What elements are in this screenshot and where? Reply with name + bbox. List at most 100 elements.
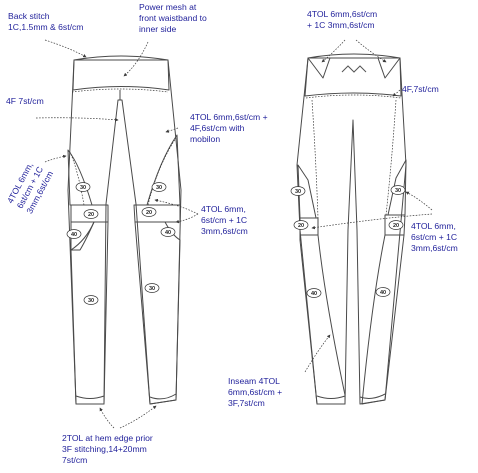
front-mesh-band-right [133, 204, 181, 223]
annotation-4f-front: 4F 7st/cm [6, 96, 44, 106]
front-panel-stitch-right [147, 137, 177, 206]
leader-back-knee-a [405, 191, 433, 211]
annotation-line: mobilon [190, 134, 220, 144]
annotation-line: + 1C 3mm,6st/cm [307, 20, 375, 30]
annotation-line: 1C,1.5mm & 6st/cm [8, 22, 83, 32]
front-badge-30-lower-right [144, 283, 160, 293]
leader-knee-front-b [154, 198, 199, 215]
front-yellow-lower-right [134, 221, 181, 405]
annotation-line: Back stitch [8, 11, 50, 21]
front-badge-20-right-label: 20 [146, 210, 152, 216]
back-legging-body [296, 57, 407, 405]
back-seam-right [385, 99, 397, 216]
back-badge-20-left [293, 220, 309, 230]
front-waist-stitch [71, 88, 169, 93]
back-badge-40-right-label: 40 [380, 290, 386, 296]
back-yoke-left [307, 57, 331, 79]
front-waistband [72, 55, 170, 91]
back-badge-30-right-label: 30 [395, 188, 401, 194]
annotation-line: 4TOL 6mm,6st/cm [307, 9, 377, 19]
front-badge-30-lower-left [83, 295, 99, 305]
annotation-knee-4tol-front: 4TOL 6mm, 6st/cm + 1C 3mm,6st/cm [201, 204, 248, 236]
annotation-side-4tol: 4TOL 6mm,6st/cm + 1C3mm,6st/cm [5, 159, 55, 215]
back-badge-40-right [375, 287, 391, 297]
back-yoke-right [377, 57, 401, 79]
back-yellow-panel-left [297, 164, 317, 219]
leader-mobilon [165, 127, 179, 133]
front-badge-30-right [151, 182, 167, 192]
leader-side-4tol [44, 154, 67, 163]
back-badge-20-left-label: 20 [298, 223, 304, 229]
brand-logo-icon [341, 65, 367, 73]
annotation-line: 3mm,6st/cm [201, 226, 248, 236]
annotation-line: Inseam 4TOL [228, 376, 280, 386]
annotation-line: front waistband to [139, 13, 207, 23]
front-badge-40-right-label: 40 [165, 230, 171, 236]
leader-4f [35, 117, 119, 122]
front-panel-stitch-left [69, 151, 85, 206]
leader-back-stitch [44, 39, 87, 58]
front-badge-30-left-label: 30 [80, 185, 86, 191]
leader-knee-front-a [175, 213, 199, 224]
leader-power-mesh [123, 41, 149, 77]
annotation-line: Power mesh at [139, 2, 197, 12]
back-badge-20-right [388, 220, 404, 230]
annotation-line: 6st/cm + 1C [411, 232, 457, 242]
back-view-leggings [296, 53, 407, 405]
leader-back-waist-b [355, 39, 387, 63]
leader-back-waist-a [321, 39, 346, 63]
annotation-line: 6mm,6st/cm + [228, 387, 282, 397]
annotation-line: 3F,7st/cm [228, 398, 265, 408]
back-badge-30-left-label: 30 [295, 189, 301, 195]
annotation-hem: 2TOL at hem edge prior 3F stitching,14+20… [62, 433, 153, 465]
back-hem-right [359, 393, 386, 399]
leader-inseam [304, 334, 331, 373]
back-badges: 30 30 20 20 40 40 [290, 185, 406, 298]
back-badge-30-left [290, 186, 306, 196]
annotation-line: 4TOL 6mm, [201, 204, 246, 214]
front-badge-30-lower-right-label: 30 [149, 286, 155, 292]
back-seam-left [311, 99, 319, 219]
annotation-line: 4TOL 6mm,6st/cm + [190, 112, 268, 122]
back-badge-30-right [390, 185, 406, 195]
front-view-leggings [67, 55, 182, 405]
back-sage-panel-left [299, 234, 346, 405]
front-badge-40-right [160, 227, 176, 237]
leader-back-4f [392, 87, 403, 97]
leader-lines [35, 39, 433, 429]
front-badge-40-left-label: 40 [71, 232, 77, 238]
annotation-line: 3mm,6st/cm [411, 243, 458, 253]
annotation-line: 4F,6st/cm with [190, 123, 245, 133]
annotation-line: 6st/cm + 1C [201, 215, 247, 225]
front-badge-20-left-label: 20 [88, 212, 94, 218]
back-badge-40-left [306, 288, 322, 298]
front-badge-40-left [66, 229, 82, 239]
annotation-line: 4TOL 6mm, [411, 221, 456, 231]
front-badge-30-lower-left-label: 30 [88, 298, 94, 304]
annotation-inseam: Inseam 4TOL 6mm,6st/cm +3F,7st/cm [228, 376, 282, 408]
front-yellow-panel-right-upper [146, 134, 181, 206]
front-badge-30-right-label: 30 [156, 185, 162, 191]
back-hem-left [316, 395, 346, 399]
back-yellow-panel-right [387, 159, 407, 216]
leader-hem-b [119, 405, 157, 429]
front-badges: 30 30 20 20 40 40 30 30 [66, 182, 176, 305]
annotation-power-mesh: Power mesh at front waistband to inner sid… [139, 2, 207, 34]
front-badge-30-left [75, 182, 91, 192]
annotation-knee-4tol-back: 4TOL 6mm, 6st/cm + 1C 3mm,6st/cm [411, 221, 458, 253]
annotation-4tol-mobilon: 4TOL 6mm,6st/cm +4F,6st/cm with mobilon [190, 112, 268, 144]
annotation-line: 3F stitching,14+20mm [62, 444, 147, 454]
back-waistband [304, 53, 402, 97]
back-badge-40-left-label: 40 [311, 291, 317, 297]
leader-hem-a [99, 407, 115, 429]
back-badge-20-right-label: 20 [393, 223, 399, 229]
annotation-4f-back: 4F,7st/cm [402, 84, 439, 94]
front-hem-right [149, 393, 177, 400]
front-badge-20-left [83, 209, 99, 219]
front-badge-20-right [141, 207, 157, 217]
back-waist-stitch [305, 94, 402, 99]
annotation-back-stitch: Back stitch 1C,1.5mm & 6st/cm [8, 11, 83, 32]
annotation-line: 4F,7st/cm [402, 84, 439, 94]
annotation-line: 2TOL at hem edge prior [62, 433, 153, 443]
